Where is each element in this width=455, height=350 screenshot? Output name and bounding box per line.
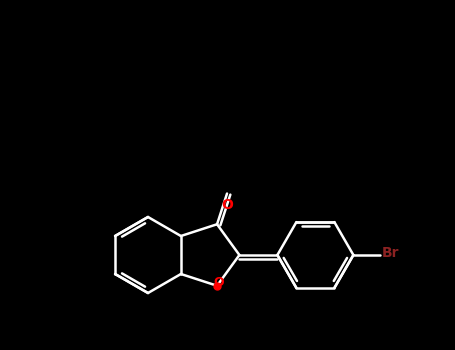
Text: O: O (221, 197, 233, 211)
Text: Br: Br (382, 246, 399, 260)
Text: O: O (214, 276, 224, 289)
